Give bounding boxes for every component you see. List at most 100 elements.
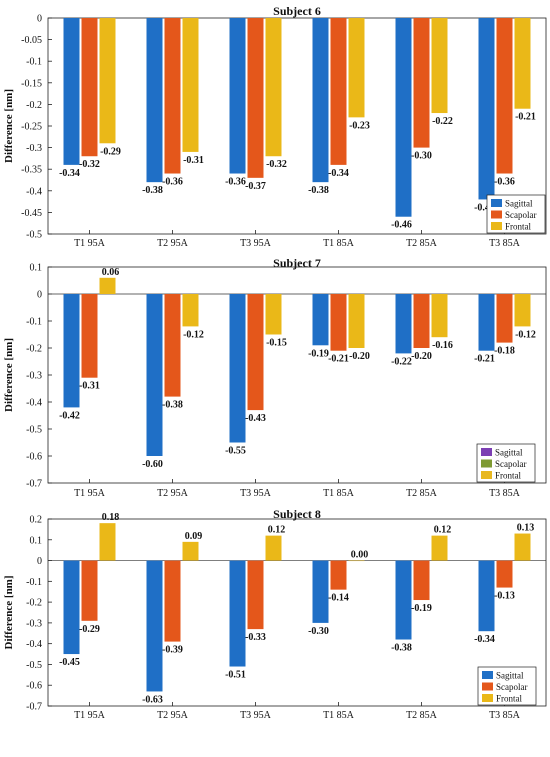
x-tick-label: T1 95A <box>74 710 106 721</box>
y-tick-label: -0.2 <box>26 598 42 609</box>
y-tick-label: -0.4 <box>26 186 42 197</box>
data-label: 0.18 <box>102 512 120 523</box>
subject-panel-8: Subject 8 0.2 0.1 0 -0.1 -0.2 -0.3 -0.4 -0.5 -0.6… <box>3 507 547 721</box>
bar-scapolar <box>330 294 347 351</box>
bar-sagittal <box>63 18 80 165</box>
y-axis-label: Difference [nm] <box>3 575 15 649</box>
y-tick-label: -0.35 <box>21 165 42 176</box>
bar-scapolar <box>330 560 347 590</box>
data-label: -0.12 <box>515 329 536 340</box>
bar-frontal <box>265 535 282 561</box>
data-label: -0.23 <box>349 120 370 131</box>
legend-swatch <box>482 682 493 691</box>
bar-sagittal <box>229 18 246 174</box>
bar-sagittal <box>312 560 329 623</box>
data-label: -0.14 <box>328 593 349 604</box>
x-tick-label: T3 95A <box>240 710 272 721</box>
bar-sagittal <box>63 560 80 655</box>
bar-scapolar <box>330 18 347 165</box>
bar-frontal <box>265 18 282 157</box>
bar-frontal <box>431 535 448 561</box>
bar-frontal <box>348 18 365 118</box>
bar-scapolar <box>247 18 264 178</box>
bar-sagittal <box>478 294 495 351</box>
y-tick-label: -0.15 <box>21 78 42 89</box>
data-label: -0.34 <box>59 168 80 179</box>
x-tick-label: T2 85A <box>406 488 438 499</box>
data-label: 0.09 <box>185 531 203 542</box>
data-label: -0.37 <box>245 181 266 192</box>
data-label: -0.38 <box>308 185 329 196</box>
data-label: -0.36 <box>162 177 183 188</box>
data-label: -0.32 <box>266 159 287 170</box>
data-label: -0.63 <box>142 694 163 705</box>
y-tick-label: -0.6 <box>26 452 42 463</box>
bar-scapolar <box>413 18 430 148</box>
y-tick-label: 0.2 <box>30 515 43 526</box>
bar-frontal <box>182 18 199 152</box>
bar-scapolar <box>81 18 98 157</box>
y-tick-label: -0.5 <box>26 230 42 241</box>
legend-swatch <box>481 471 492 479</box>
data-label: -0.32 <box>79 159 100 170</box>
legend-swatch <box>481 459 492 468</box>
data-label: -0.19 <box>308 348 329 359</box>
x-tick-label: T2 95A <box>157 710 189 721</box>
chart-title: Subject 8 <box>273 507 321 521</box>
bar-frontal <box>99 18 116 144</box>
bar-sagittal <box>146 18 163 183</box>
bar-scapolar <box>81 560 98 621</box>
legend-label: Frontal <box>495 471 521 481</box>
data-label: 0.12 <box>268 525 286 536</box>
data-label: -0.22 <box>432 116 453 127</box>
y-tick-label: -0.25 <box>21 122 42 133</box>
bar-scapolar <box>164 18 181 174</box>
data-label: -0.55 <box>225 446 246 457</box>
x-tick-label: T3 85A <box>489 488 521 499</box>
x-tick-label: T3 95A <box>240 238 272 249</box>
data-label: -0.18 <box>494 346 515 357</box>
bar-sagittal <box>63 294 80 408</box>
legend-swatch <box>481 448 492 456</box>
y-tick-label: -0.5 <box>26 660 42 671</box>
x-tick-label: T1 95A <box>74 488 106 499</box>
chart-title: Subject 7 <box>273 256 321 270</box>
y-tick-label: -0.3 <box>26 371 42 382</box>
data-label: -0.46 <box>391 220 412 231</box>
plot-frame <box>47 518 547 707</box>
bar-sagittal <box>146 294 163 456</box>
bar-sagittal <box>395 294 412 354</box>
bar-frontal <box>99 277 116 294</box>
y-tick-label: 0.1 <box>30 263 43 274</box>
data-label: -0.38 <box>391 643 412 654</box>
data-label: -0.31 <box>79 381 100 392</box>
bar-scapolar <box>413 294 430 348</box>
bar-frontal <box>514 18 531 109</box>
x-tick-label: T2 85A <box>406 710 438 721</box>
y-tick-label: -0.2 <box>26 100 42 111</box>
legend-swatch <box>482 671 493 679</box>
bar-sagittal <box>146 560 163 692</box>
data-label: -0.42 <box>59 410 80 421</box>
legend-swatch <box>491 222 502 230</box>
bar-sagittal <box>229 560 246 667</box>
data-label: -0.21 <box>328 354 349 365</box>
legend-label: Scapolar <box>505 210 537 220</box>
legend-label: Sagittal <box>496 671 524 681</box>
y-tick-label: -0.3 <box>26 618 42 629</box>
data-label: -0.42 <box>474 202 495 213</box>
subject-panel-6: Subject 6 0 -0.05 -0.1 -0.15 -0.2 -0.25 -0.3 -0.… <box>3 4 547 249</box>
data-label: -0.13 <box>494 591 515 602</box>
x-tick-label: T3 85A <box>489 238 521 249</box>
bar-frontal <box>514 533 531 561</box>
data-label: -0.21 <box>474 354 495 365</box>
data-label: -0.31 <box>183 155 204 166</box>
bar-frontal <box>348 294 365 348</box>
legend-label: Frontal <box>496 694 522 704</box>
legend-label: Frontal <box>505 222 531 232</box>
x-tick-label: T1 95A <box>74 238 106 249</box>
